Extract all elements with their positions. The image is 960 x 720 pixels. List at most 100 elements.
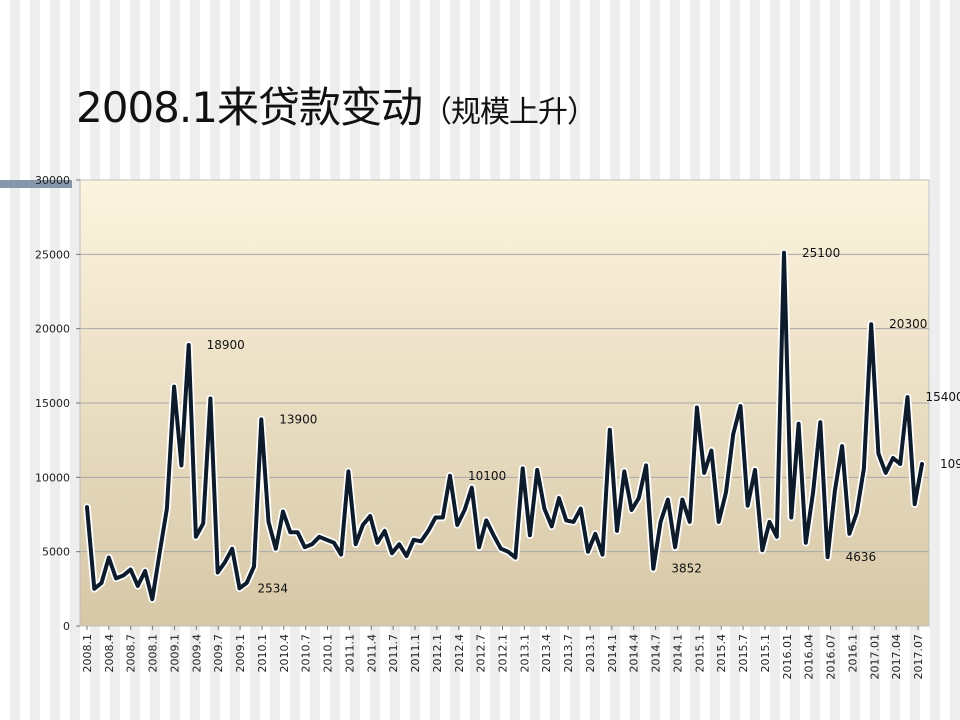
data-point xyxy=(136,584,140,588)
y-tick-label: 20000 xyxy=(35,323,70,336)
data-point xyxy=(709,449,714,453)
data-point xyxy=(187,343,191,347)
data-point xyxy=(600,553,605,557)
data-point xyxy=(782,251,786,255)
data-point xyxy=(767,520,772,524)
x-tick-label: 2009.7 xyxy=(212,634,225,673)
data-point xyxy=(339,553,343,557)
data-point xyxy=(129,567,133,572)
data-point xyxy=(165,507,169,511)
x-tick-label: 2014.7 xyxy=(650,634,663,673)
data-point xyxy=(528,533,532,537)
data-point xyxy=(216,570,220,575)
data-point xyxy=(121,573,125,578)
data-label: 10900 xyxy=(940,457,960,471)
slide-subtitle: （规模上升） xyxy=(421,95,597,130)
data-point xyxy=(107,556,111,560)
data-point xyxy=(179,463,183,467)
y-tick-label: 30000 xyxy=(35,174,70,187)
data-point xyxy=(158,551,162,555)
x-tick-label: 2012.7 xyxy=(475,634,488,673)
slide-title-main: 2008.1来贷款变动 xyxy=(76,83,423,132)
data-point xyxy=(310,542,314,546)
data-label: 18900 xyxy=(207,338,245,352)
data-point xyxy=(920,462,924,466)
x-tick-label: 2016.04 xyxy=(803,634,816,680)
data-point xyxy=(354,542,358,546)
data-point xyxy=(673,545,677,549)
data-point xyxy=(622,469,626,473)
x-tick-label: 2009.1 xyxy=(168,634,181,673)
data-point xyxy=(876,451,881,456)
x-tick-label: 2010.1 xyxy=(256,634,269,673)
data-point xyxy=(579,507,583,511)
data-point xyxy=(898,462,902,466)
x-tick-label: 2008.4 xyxy=(103,634,116,673)
data-point xyxy=(375,541,379,545)
data-point xyxy=(557,496,561,500)
x-tick-label: 2017.07 xyxy=(912,634,925,680)
data-point xyxy=(85,505,89,509)
data-point xyxy=(412,538,416,542)
data-point xyxy=(143,569,147,573)
data-point xyxy=(397,542,401,546)
x-tick-label: 2009.4 xyxy=(190,634,203,673)
data-point xyxy=(259,417,263,421)
data-point xyxy=(753,468,757,472)
x-tick-label: 2012.1 xyxy=(431,634,444,673)
data-point xyxy=(506,550,510,554)
data-point xyxy=(550,524,554,529)
data-point xyxy=(237,586,242,590)
data-point xyxy=(223,560,227,564)
data-point xyxy=(840,444,844,448)
data-point xyxy=(789,515,793,520)
data-point xyxy=(419,539,423,543)
data-point xyxy=(644,463,648,467)
data-point xyxy=(804,541,808,545)
data-point xyxy=(433,515,438,520)
data-point xyxy=(332,541,336,545)
data-point xyxy=(615,529,619,533)
y-tick-label: 15000 xyxy=(35,397,70,410)
x-tick-label: 2012.4 xyxy=(453,634,466,673)
x-tick-label: 2008.7 xyxy=(125,634,138,673)
data-point xyxy=(702,471,706,475)
data-point xyxy=(266,520,271,524)
x-tick-label: 2011.4 xyxy=(365,634,378,673)
data-point xyxy=(695,405,699,410)
data-point xyxy=(847,532,852,536)
data-point xyxy=(760,548,764,552)
x-tick-label: 2008.1 xyxy=(81,634,94,673)
x-tick-label: 2014.1 xyxy=(671,634,684,673)
x-tick-label: 2015.1 xyxy=(693,634,706,673)
x-tick-label: 2010.1 xyxy=(322,634,335,673)
data-point xyxy=(252,564,256,569)
data-point xyxy=(862,466,866,470)
data-point xyxy=(884,471,888,475)
x-tick-label: 2009.1 xyxy=(234,634,247,673)
x-tick-label: 2011.1 xyxy=(343,634,356,673)
data-point xyxy=(383,529,387,533)
x-tick-label: 2014.1 xyxy=(606,634,619,673)
data-point xyxy=(172,385,176,389)
data-point xyxy=(521,466,525,470)
data-point xyxy=(114,576,118,581)
data-point xyxy=(317,535,321,539)
data-point xyxy=(455,523,459,527)
x-tick-label: 2015.7 xyxy=(737,634,750,673)
x-tick-label: 2017.04 xyxy=(890,634,903,680)
data-label: 10100 xyxy=(468,469,506,483)
data-point xyxy=(637,496,641,500)
data-point xyxy=(869,322,873,326)
x-tick-label: 2011.7 xyxy=(387,634,400,673)
data-point xyxy=(194,535,198,539)
data-point xyxy=(571,520,576,524)
x-tick-label: 2012.1 xyxy=(497,634,510,673)
data-label: 3852 xyxy=(671,562,702,576)
x-tick-label: 2010.4 xyxy=(278,634,291,673)
x-tick-label: 2013.1 xyxy=(518,634,531,673)
x-tick-label: 2014.4 xyxy=(628,634,641,673)
data-point xyxy=(230,547,234,551)
data-point xyxy=(564,518,568,523)
data-label: 15400 xyxy=(925,390,960,404)
